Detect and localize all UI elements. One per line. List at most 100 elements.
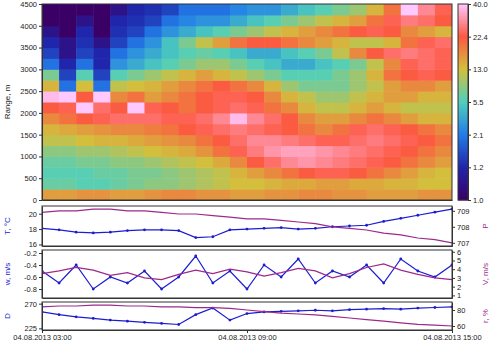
heatmap-cell (127, 26, 145, 37)
tick-label: 1.2 (473, 163, 483, 172)
heatmap-cell (213, 102, 231, 113)
heatmap-cell (315, 135, 333, 146)
heatmap-cell (264, 113, 282, 124)
series-marker (416, 270, 419, 273)
heatmap-cell (76, 156, 94, 167)
heatmap-cell (213, 69, 231, 80)
heatmap-cell (418, 26, 436, 37)
axis-line (43, 246, 453, 247)
heatmap-cell (127, 102, 145, 113)
series-marker (399, 217, 402, 220)
heatmap-cell (350, 15, 368, 26)
heatmap-cell (281, 146, 299, 157)
heatmap-cell (162, 15, 180, 26)
tick-mark (452, 326, 455, 327)
heatmap-cell (281, 4, 299, 15)
series-marker (143, 270, 146, 273)
heatmap-cell (435, 58, 452, 69)
heatmap-cell (59, 37, 77, 48)
heatmap-cell (281, 113, 299, 124)
heatmap-cell (230, 37, 248, 48)
series-group (42, 255, 452, 291)
axis-title: V, m/s (481, 263, 490, 285)
heatmap-cell (281, 26, 299, 37)
heatmap-cell (367, 167, 385, 178)
heatmap-cell (298, 167, 316, 178)
heatmap-cell (127, 37, 145, 48)
heatmap-cell (213, 91, 231, 102)
tick-mark (452, 211, 455, 212)
tick-label: -0.6 (24, 273, 37, 282)
heatmap-cell (76, 189, 94, 200)
tick-label: 5 (457, 256, 461, 265)
heatmap-cell (76, 48, 94, 59)
heatmap-cell (179, 124, 197, 135)
series-marker (160, 322, 163, 325)
heatmap-cell (367, 189, 385, 200)
heatmap-cell (196, 146, 214, 157)
heatmap-cell (127, 4, 145, 15)
series-marker (58, 282, 61, 285)
heatmap-cell (315, 26, 333, 37)
heatmap-cell (230, 146, 248, 157)
heatmap-cell (110, 80, 128, 91)
heatmap-cell (145, 124, 163, 135)
heatmap-cell (384, 167, 402, 178)
series-marker (177, 323, 180, 326)
heatmap-cell (59, 91, 77, 102)
heatmap-cell (264, 156, 282, 167)
series-marker (177, 229, 180, 232)
plot-frame (42, 302, 452, 330)
heatmap-cell (145, 167, 163, 178)
heatmap-cell (350, 146, 368, 157)
colorbar (458, 4, 468, 201)
heatmap-cell (145, 91, 163, 102)
tick: 4000 (20, 22, 42, 31)
heatmap-cell (230, 156, 248, 167)
heatmap-cell (179, 178, 197, 189)
heatmap-cell (350, 91, 368, 102)
tick-label: 709 (457, 207, 470, 216)
heatmap-cell (42, 102, 60, 113)
heatmap-cell (281, 48, 299, 59)
tick-mark (39, 289, 42, 290)
heatmap-cell (127, 146, 145, 157)
heatmap-cell (230, 80, 248, 91)
tick: 0 (33, 196, 42, 205)
heatmap-cell (435, 91, 452, 102)
heatmap-cell (332, 167, 350, 178)
y2-axis: 6080 (452, 303, 465, 331)
tick-label: 3 (457, 274, 461, 283)
heatmap-cell (110, 146, 128, 157)
heatmap-cell (162, 37, 180, 48)
axis-line (42, 251, 43, 299)
heatmap-cell (332, 146, 350, 157)
tick-label: -0.8 (24, 285, 37, 294)
heatmap-cell (298, 189, 316, 200)
tick: 04.08.2013 09:00 (218, 330, 276, 342)
axis-line (452, 207, 453, 247)
tick-mark (452, 278, 455, 279)
tick-mark (39, 214, 42, 215)
series-marker (75, 231, 78, 234)
heatmap-cell (384, 15, 402, 26)
tick-label: 2 (457, 283, 461, 292)
heatmap-cell (196, 178, 214, 189)
heatmap-cell (162, 91, 180, 102)
tick: 5 (452, 256, 461, 265)
series-marker (194, 236, 197, 239)
heatmap-cell (59, 4, 77, 15)
heatmap-cell (332, 37, 350, 48)
heatmap-cell (367, 15, 385, 26)
series-marker (177, 276, 180, 279)
heatmap-cell (401, 146, 419, 157)
tick-mark (468, 4, 471, 5)
heatmap-cell (435, 178, 452, 189)
heatmap-cell (162, 48, 180, 59)
heatmap-cell (179, 102, 197, 113)
heatmap-cell (315, 69, 333, 80)
heatmap-cell (264, 37, 282, 48)
heatmap-cell (145, 102, 163, 113)
heatmap-cell (110, 189, 128, 200)
heatmap-cell (315, 167, 333, 178)
